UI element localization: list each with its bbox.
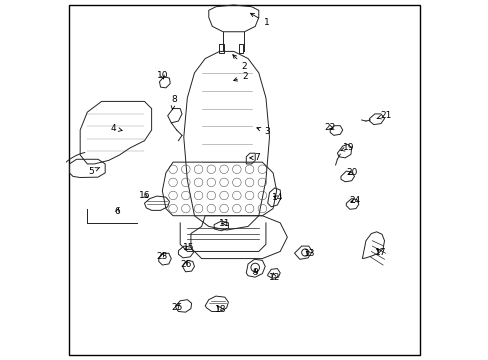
Text: 11: 11 [219,219,230,228]
Text: 15: 15 [183,243,194,252]
Text: 9: 9 [252,268,258,277]
Text: 25: 25 [171,303,182,312]
Text: 7: 7 [249,153,259,162]
Text: 21: 21 [376,111,390,120]
Text: 17: 17 [374,248,386,257]
Text: 23: 23 [156,252,167,261]
Text: 19: 19 [340,143,354,152]
Text: 22: 22 [323,123,334,132]
Text: 1: 1 [250,13,269,27]
Bar [219,44,224,53]
Text: 5: 5 [88,167,100,176]
Text: 6: 6 [115,207,121,216]
Text: 4: 4 [110,124,122,133]
Text: 18: 18 [214,305,225,314]
Bar [239,44,242,53]
Text: 8: 8 [170,95,176,110]
Text: 3: 3 [256,127,269,136]
Text: 12: 12 [268,273,279,282]
Text: 10: 10 [156,71,168,80]
Text: 20: 20 [346,168,357,177]
Text: 13: 13 [303,249,315,258]
Text: 2: 2 [233,72,248,81]
Text: 14: 14 [271,193,283,202]
Text: 16: 16 [139,191,150,200]
Text: 26: 26 [180,260,191,269]
Text: 2: 2 [232,55,247,71]
Text: 24: 24 [349,196,360,205]
